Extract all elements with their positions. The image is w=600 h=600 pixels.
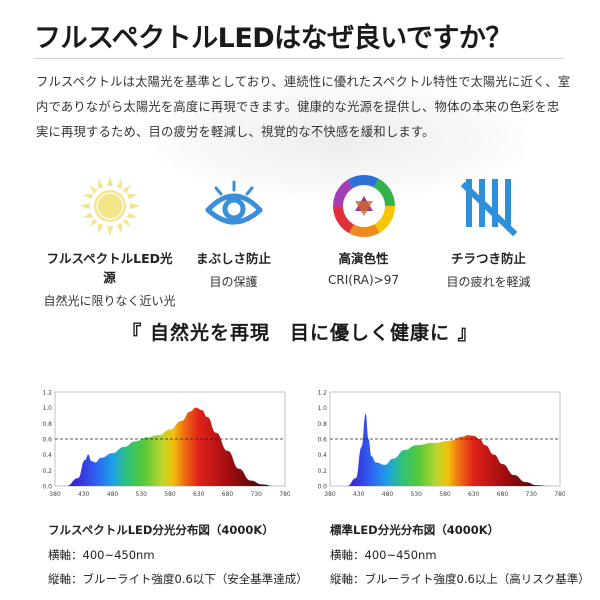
y-tick-label: 0.8 [317,421,327,428]
x-tick-label: 430 [353,491,365,498]
spectrum-area [66,407,274,486]
sun-icon [42,172,177,240]
feature-anti-flicker: チラつき防止 目の疲れを軽減 [421,172,556,290]
feature-name: 高演色性 [338,251,389,266]
y-tick-label: 0.8 [42,421,52,428]
flicker-lines-icon [421,172,556,240]
chart0-title: フルスペクトルLED分光分布図（4000K） [48,523,274,537]
intro-text: フルスペクトルは太陽光を基準としており、連続性に優れたスペクトル特性で太陽光に近… [36,75,571,139]
x-tick-label: 780 [279,491,290,498]
y-tick-label: 1.0 [42,405,52,412]
feature-anti-glare: まぶしさ防止 目の保護 [166,172,301,290]
x-tick-label: 680 [497,491,509,498]
chart0-xlabel: 横軸：400~450nm [48,548,155,562]
chart1-ylabel: 縦軸：ブルーライト強度0.6以上（高リスク基準） [330,572,590,586]
chart-standard-led: 1.2 1.0 0.8 0.6 0.4 0.2 0.0 380 430 480 530 580 630 6… [310,382,565,502]
y-tick-label: 1.2 [317,390,327,397]
y-tick-label: 0.6 [317,437,327,444]
color-wheel-icon [296,172,431,240]
y-tick-label: 1.2 [42,390,52,397]
x-tick-label: 530 [411,491,423,498]
x-tick-label: 380 [324,491,336,498]
y-tick-label: 0.6 [42,437,52,444]
feature-desc: CRI(RA)>97 [327,273,399,287]
x-tick-label: 430 [78,491,90,498]
feature-name: フルスペクトルLED光源 [46,251,173,285]
chart-full-spectrum: 1.2 1.0 0.8 0.6 0.4 0.2 0.0 380 430 480 530 580 630 6… [35,382,290,502]
y-tick-label: 0.2 [317,468,327,475]
x-tick-label: 580 [164,491,176,498]
y-tick-label: 0.0 [42,484,52,491]
x-tick-label: 630 [468,491,480,498]
x-tick-label: 780 [554,491,565,498]
chart1-xlabel: 横軸：400~450nm [330,548,437,562]
y-tick-label: 0.0 [317,484,327,491]
chart0-ylabel: 縦軸：ブルーライト強度0.6以下（安全基準達成） [48,572,308,586]
y-tick-label: 1.0 [317,405,327,412]
page-title: フルスペクトルLEDはなぜ良いですか？ [34,23,512,54]
x-tick-label: 380 [49,491,61,498]
feature-desc: 目の保護 [209,275,258,289]
eye-icon [166,172,301,240]
feature-full-spectrum: フルスペクトルLED光源 自然光に限りなく近い光 [42,172,177,309]
feature-desc: 目の疲れを軽減 [446,275,531,289]
slogan: 『 自然光を再現 目に優しく健康に 』 [122,322,478,344]
y-tick-label: 0.4 [42,452,52,459]
x-tick-label: 480 [382,491,394,498]
feature-name: チラつき防止 [450,251,526,266]
x-tick-label: 730 [526,491,538,498]
x-tick-label: 630 [193,491,205,498]
feature-name: まぶしさ防止 [195,251,271,266]
x-tick-label: 680 [222,491,234,498]
y-tick-label: 0.2 [42,468,52,475]
x-tick-label: 480 [107,491,119,498]
chart1-title: 標準LED分光分布図（4000K） [330,523,500,537]
spectrum-area [347,413,549,486]
feature-high-cri: 高演色性 CRI(RA)>97 [296,172,431,287]
feature-desc: 自然光に限りなく近い光 [43,294,176,308]
x-tick-label: 580 [439,491,451,498]
y-tick-label: 0.4 [317,452,327,459]
title-divider [34,58,564,59]
x-tick-label: 730 [251,491,263,498]
x-tick-label: 530 [136,491,148,498]
